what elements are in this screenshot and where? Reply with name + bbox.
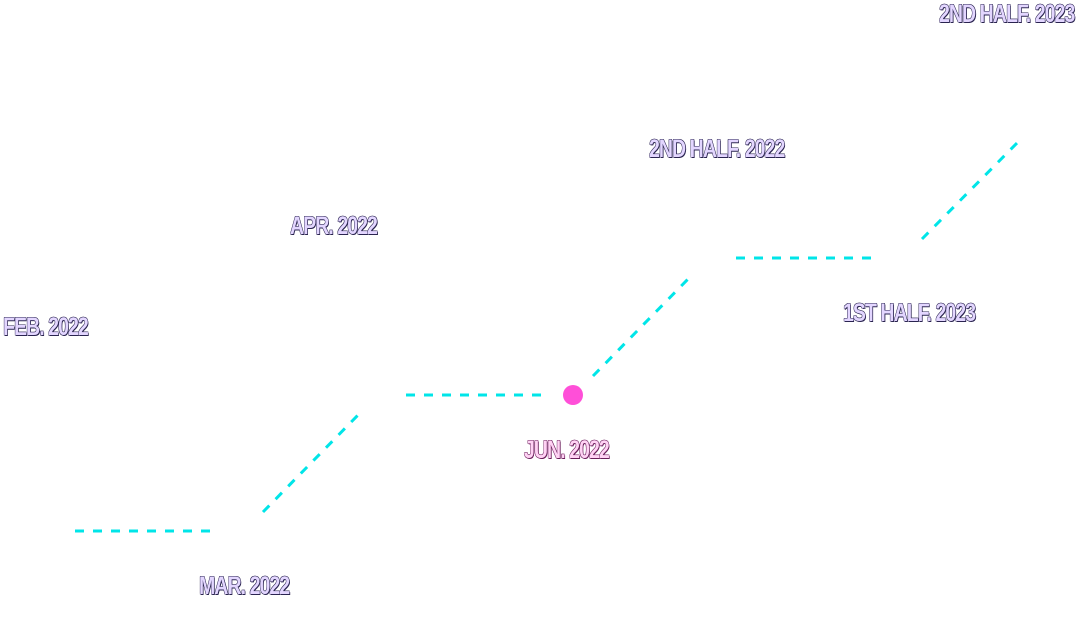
path-segment-h1-2023-h2-2023: [920, 137, 1023, 241]
milestone-label-1st-half-2023: 1st Half. 2023: [843, 299, 976, 327]
milestone-label-2nd-half-2023: 2nd Half. 2023: [939, 0, 1075, 28]
milestone-label-jun-2022-current: Jun. 2022: [524, 436, 610, 464]
current-milestone-marker: [563, 385, 583, 405]
milestone-label-mar-2022: Mar. 2022: [199, 572, 290, 600]
milestone-label-apr-2022: Apr. 2022: [290, 212, 378, 240]
path-segment-jun-h2-2022: [591, 274, 693, 378]
path-segment-mar-apr: [261, 410, 363, 514]
milestone-label-feb-2022: Feb. 2022: [3, 313, 89, 341]
milestone-label-2nd-half-2022: 2nd Half. 2022: [649, 135, 785, 163]
